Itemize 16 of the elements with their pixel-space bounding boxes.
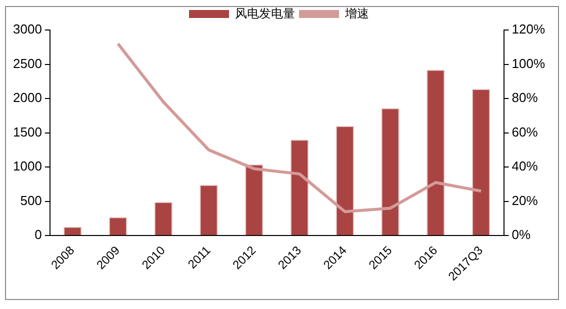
y2-tick-label: 120% (512, 22, 546, 37)
legend-label: 风电发电量 (235, 6, 295, 20)
y-tick-label: 0 (34, 227, 42, 242)
y-tick-label: 2500 (13, 56, 42, 71)
y-tick-label: 2000 (13, 90, 42, 106)
y2-tick-label: 80% (512, 90, 538, 106)
y-tick-label: 500 (20, 192, 42, 208)
y2-tick-label: 0% (512, 227, 531, 242)
legend-label: 增速 (344, 6, 369, 20)
y2-tick-label: 40% (512, 158, 538, 174)
y2-tick-label: 60% (512, 124, 538, 140)
y-tick-label: 1500 (13, 124, 42, 140)
y2-tick-label: 20% (512, 192, 538, 208)
y-tick-label: 1000 (13, 158, 42, 174)
y2-tick-label: 100% (512, 56, 546, 71)
y-tick-label: 3000 (13, 22, 42, 37)
